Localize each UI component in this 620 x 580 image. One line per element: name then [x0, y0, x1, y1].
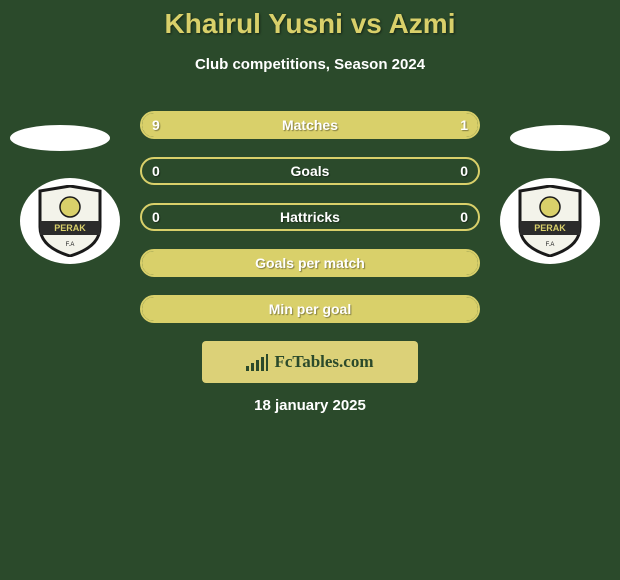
stat-label: Goals — [291, 163, 330, 179]
stat-fill-left — [142, 113, 411, 137]
bar-chart-icon — [246, 353, 268, 371]
stat-label: Min per goal — [269, 301, 351, 317]
club-badge-left: PERAK F.A — [20, 178, 120, 264]
club-badge-right: PERAK F.A — [500, 178, 600, 264]
stat-bar: Goals per match — [140, 249, 480, 277]
badge-text: PERAK — [534, 223, 566, 233]
stat-bar: 9 1 Matches — [140, 111, 480, 139]
watermark: FcTables.com — [202, 341, 418, 383]
svg-text:F.A: F.A — [546, 242, 555, 248]
stat-value-right: 0 — [460, 163, 468, 179]
stat-row: Min per goal — [0, 295, 620, 323]
stat-value-left: 0 — [152, 163, 160, 179]
stat-bar: 0 0 Goals — [140, 157, 480, 185]
stat-value-left: 9 — [152, 117, 160, 133]
stat-label: Matches — [282, 117, 338, 133]
stat-bar: Min per goal — [140, 295, 480, 323]
date-text: 18 january 2025 — [0, 397, 620, 414]
player-marker-right — [510, 125, 610, 151]
shield-icon: PERAK F.A — [517, 185, 583, 257]
page-title: Khairul Yusni vs Azmi — [0, 8, 620, 40]
stat-bar: 0 0 Hattricks — [140, 203, 480, 231]
stat-value-left: 0 — [152, 209, 160, 225]
svg-text:F.A: F.A — [66, 242, 75, 248]
stat-value-right: 1 — [460, 117, 468, 133]
badge-text: PERAK — [54, 223, 86, 233]
stat-row: 0 0 Goals — [0, 157, 620, 185]
page-subtitle: Club competitions, Season 2024 — [0, 56, 620, 73]
player-marker-left — [10, 125, 110, 151]
watermark-text: FcTables.com — [274, 352, 373, 372]
shield-icon: PERAK F.A — [37, 185, 103, 257]
stat-value-right: 0 — [460, 209, 468, 225]
stat-label: Hattricks — [280, 209, 340, 225]
stat-label: Goals per match — [255, 255, 365, 271]
